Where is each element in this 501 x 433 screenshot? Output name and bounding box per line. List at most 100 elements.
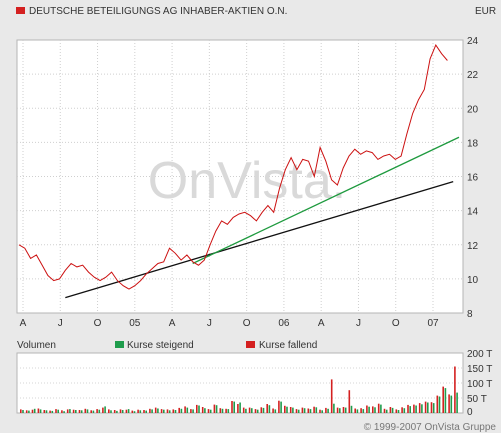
volume-tick-label: 150 T <box>467 364 492 375</box>
volume-bar-rising <box>86 409 89 413</box>
volume-bar-rising <box>209 409 212 413</box>
volume-bar-rising <box>69 409 71 413</box>
volume-bar-falling <box>278 400 280 413</box>
currency-label: EUR <box>475 6 496 17</box>
volume-bar-rising <box>274 409 277 413</box>
volume-bar-falling <box>90 410 92 413</box>
copyright: © 1999-2007 OnVista Gruppe <box>364 422 497 433</box>
volume-bar-rising <box>327 408 329 413</box>
volume-bar-falling <box>37 408 40 413</box>
volume-bar-falling <box>237 404 239 413</box>
volume-bar-falling <box>248 407 251 413</box>
volume-bar-falling <box>360 408 362 413</box>
volume-bars <box>20 366 458 413</box>
volume-bar-rising <box>139 410 142 413</box>
volume-bar-falling <box>436 395 439 413</box>
volume-tick-label: 50 T <box>467 394 487 405</box>
volume-bar-falling <box>454 366 456 413</box>
volume-bar-falling <box>49 410 51 413</box>
volume-bar-falling <box>78 410 81 413</box>
volume-bar-rising <box>239 402 241 413</box>
volume-bar-falling <box>372 406 374 413</box>
volume-bar-falling <box>149 408 151 413</box>
x-tick-label: A <box>20 318 27 329</box>
volume-bar-falling <box>383 408 386 413</box>
volume-bar-rising <box>39 409 42 413</box>
volume-bar-falling <box>196 404 198 413</box>
volume-bar-rising <box>432 403 435 413</box>
volume-bar-rising <box>221 408 224 413</box>
volume-bar-rising <box>309 409 312 413</box>
volume-bar-rising <box>333 403 335 413</box>
volume-bar-falling <box>307 408 310 413</box>
trend-line-trend <box>192 136 460 265</box>
volume-bar-rising <box>427 402 429 413</box>
volume-bar-falling <box>336 407 339 413</box>
volume-bar-falling <box>55 409 57 413</box>
volume-bar-falling <box>207 409 210 413</box>
volume-bar-rising <box>110 410 112 413</box>
volume-bar-rising <box>198 405 200 413</box>
volume-bar-rising <box>262 407 265 413</box>
volume-bar-falling <box>61 410 63 413</box>
y-axis-ticks: 8 10 12 14 16 18 20 22 24 <box>467 36 479 320</box>
volume-bar-falling <box>313 406 315 413</box>
volume-bar-falling <box>184 406 186 413</box>
x-tick-label: 05 <box>129 318 141 329</box>
volume-bar-rising <box>168 410 171 413</box>
volume-bar-rising <box>421 404 423 413</box>
volume-bar-rising <box>315 407 318 413</box>
volume-bar-rising <box>63 411 65 413</box>
volume-bar-falling <box>295 409 298 413</box>
volume-bar-falling <box>219 408 222 413</box>
volume-bar-falling <box>442 386 444 413</box>
volume-bar-falling <box>413 404 415 413</box>
y-tick-label: 18 <box>467 138 479 149</box>
y-tick-label: 16 <box>467 173 479 184</box>
volume-bar-rising <box>368 406 370 413</box>
volume-bar-falling <box>108 409 110 413</box>
volume-bar-rising <box>380 404 382 413</box>
volume-bar-rising <box>51 410 54 413</box>
volume-bar-falling <box>137 409 139 413</box>
volume-bar-rising <box>409 406 411 413</box>
volume-bar-rising <box>456 392 458 413</box>
x-tick-label: J <box>58 318 63 329</box>
volume-bar-falling <box>96 409 98 413</box>
volume-bar-falling <box>31 409 34 413</box>
rising-swatch <box>115 341 124 348</box>
rising-legend-label: Kurse steigend <box>127 340 194 351</box>
volume-bar-rising <box>45 410 48 413</box>
y-tick-label: 10 <box>467 275 479 286</box>
volume-bar-rising <box>227 409 230 413</box>
volume-bar-rising <box>268 405 271 413</box>
volume-axis-ticks: 0 50 T 100 T 150 T 200 T <box>467 349 492 418</box>
volume-bar-rising <box>57 409 59 413</box>
volume-bar-rising <box>444 388 447 413</box>
volume-bar-rising <box>127 409 130 413</box>
volume-bar-falling <box>190 409 192 413</box>
volume-bar-falling <box>66 409 69 413</box>
volume-bar-falling <box>178 407 180 413</box>
y-tick-label: 20 <box>467 104 479 115</box>
volume-bar-rising <box>92 410 95 413</box>
volume-bar-rising <box>28 410 30 413</box>
volume-bar-rising <box>391 407 394 413</box>
volume-bar-rising <box>344 407 347 413</box>
volume-bar-falling <box>448 394 450 413</box>
volume-bar-falling <box>160 409 163 413</box>
volume-bar-rising <box>256 409 259 413</box>
volume-tick-label: 100 T <box>467 379 492 390</box>
volume-bar-rising <box>356 409 359 413</box>
volume-bar-falling <box>143 410 145 413</box>
volume-bar-rising <box>397 410 400 413</box>
volume-bar-rising <box>157 408 159 413</box>
volume-bar-falling <box>20 409 22 413</box>
volume-bar-falling <box>366 405 368 413</box>
y-tick-label: 24 <box>467 36 479 47</box>
volume-bar-falling <box>260 407 263 413</box>
volume-bar-falling <box>102 407 104 413</box>
volume-bar-rising <box>415 405 417 413</box>
y-tick-label: 14 <box>467 207 479 218</box>
price-line <box>18 44 448 290</box>
